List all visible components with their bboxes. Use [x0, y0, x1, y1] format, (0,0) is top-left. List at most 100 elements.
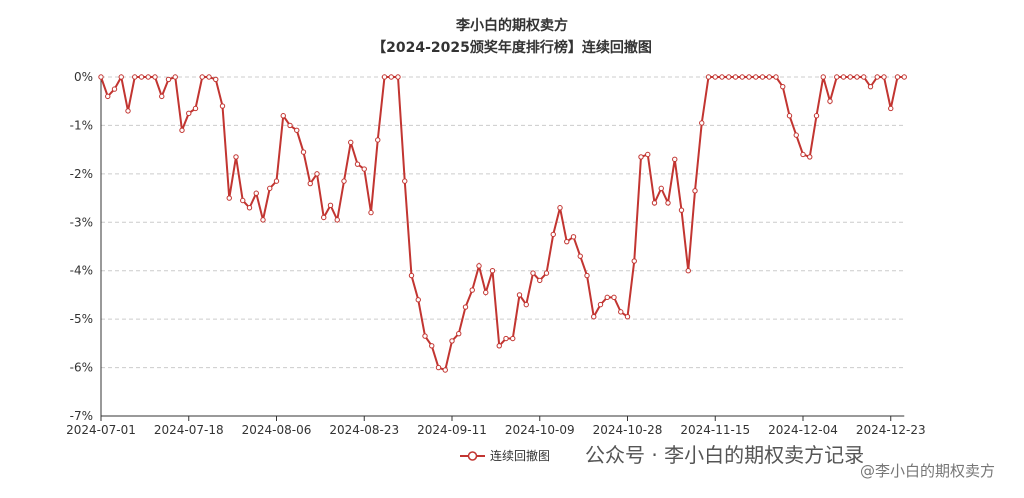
point	[726, 74, 732, 80]
point	[213, 76, 219, 83]
point	[523, 301, 529, 308]
point	[294, 127, 300, 133]
point	[854, 74, 860, 80]
point	[145, 74, 151, 80]
point	[233, 154, 239, 160]
point	[611, 294, 617, 301]
point	[314, 171, 320, 177]
y-tick-label: -3%	[70, 215, 93, 229]
point	[334, 217, 340, 223]
point	[692, 188, 698, 194]
point	[307, 180, 313, 187]
point	[327, 202, 334, 209]
point	[381, 74, 388, 80]
point	[118, 74, 124, 80]
point	[543, 270, 550, 276]
x-tick-label: 2024-10-28	[593, 423, 663, 437]
point	[597, 301, 604, 308]
point	[273, 178, 280, 184]
point	[557, 205, 563, 211]
point	[847, 74, 853, 80]
point	[577, 253, 583, 259]
legend-label: 连续回撤图	[490, 448, 550, 463]
point	[375, 137, 381, 143]
point	[388, 74, 394, 80]
point	[901, 74, 907, 80]
point	[199, 74, 205, 80]
point	[766, 74, 772, 80]
point	[152, 74, 158, 80]
point	[435, 364, 442, 371]
point	[111, 86, 118, 92]
y-tick-label: -6%	[70, 361, 93, 375]
point	[321, 214, 327, 221]
point	[132, 74, 138, 80]
point	[739, 74, 745, 80]
point	[793, 132, 799, 138]
point	[537, 277, 543, 284]
point	[98, 74, 104, 80]
y-tick-label: -4%	[70, 264, 93, 278]
point	[368, 209, 374, 216]
point	[780, 83, 786, 90]
point	[449, 338, 455, 344]
point	[226, 195, 232, 201]
point	[138, 74, 145, 80]
x-tick-label: 2024-08-06	[242, 423, 312, 437]
point	[503, 335, 509, 342]
point	[861, 74, 867, 80]
point	[631, 258, 637, 264]
point	[678, 207, 685, 213]
point	[786, 113, 793, 119]
y-tick-label: -7%	[70, 409, 93, 423]
point	[206, 74, 212, 80]
point	[361, 166, 367, 172]
legend-swatch	[467, 451, 478, 461]
point	[219, 103, 226, 109]
point	[894, 74, 901, 80]
point	[807, 154, 813, 160]
point	[881, 74, 887, 80]
point	[584, 272, 590, 279]
point	[165, 76, 172, 83]
point	[408, 272, 415, 279]
point	[496, 343, 502, 349]
point	[874, 74, 880, 80]
watermark: @李小白的期权卖方	[860, 462, 995, 480]
point	[570, 234, 577, 240]
point	[240, 197, 246, 204]
y-tick-label: 0%	[74, 70, 93, 84]
point	[530, 270, 536, 276]
point	[246, 205, 253, 211]
point	[645, 151, 651, 158]
point	[712, 74, 718, 80]
point	[280, 113, 286, 119]
point	[192, 105, 199, 112]
point	[429, 343, 435, 349]
point	[618, 309, 624, 315]
x-tick-label: 2024-12-04	[768, 423, 838, 437]
point	[827, 98, 833, 104]
point	[395, 74, 401, 80]
point	[489, 268, 496, 274]
y-tick-label: -2%	[70, 167, 93, 181]
point	[651, 200, 658, 206]
point	[719, 74, 725, 80]
point	[840, 74, 847, 80]
point	[665, 200, 671, 206]
x-tick-label: 2024-07-01	[66, 423, 136, 437]
point	[658, 185, 664, 192]
point	[510, 335, 516, 342]
point	[699, 120, 705, 126]
point	[773, 74, 779, 80]
point	[483, 289, 489, 296]
y-tick-label: -5%	[70, 312, 93, 326]
point	[516, 292, 523, 298]
point	[759, 74, 766, 80]
point	[638, 154, 644, 160]
point	[415, 297, 421, 303]
x-tick-label: 2024-11-15	[680, 423, 750, 437]
point	[476, 263, 482, 269]
point	[888, 105, 894, 112]
